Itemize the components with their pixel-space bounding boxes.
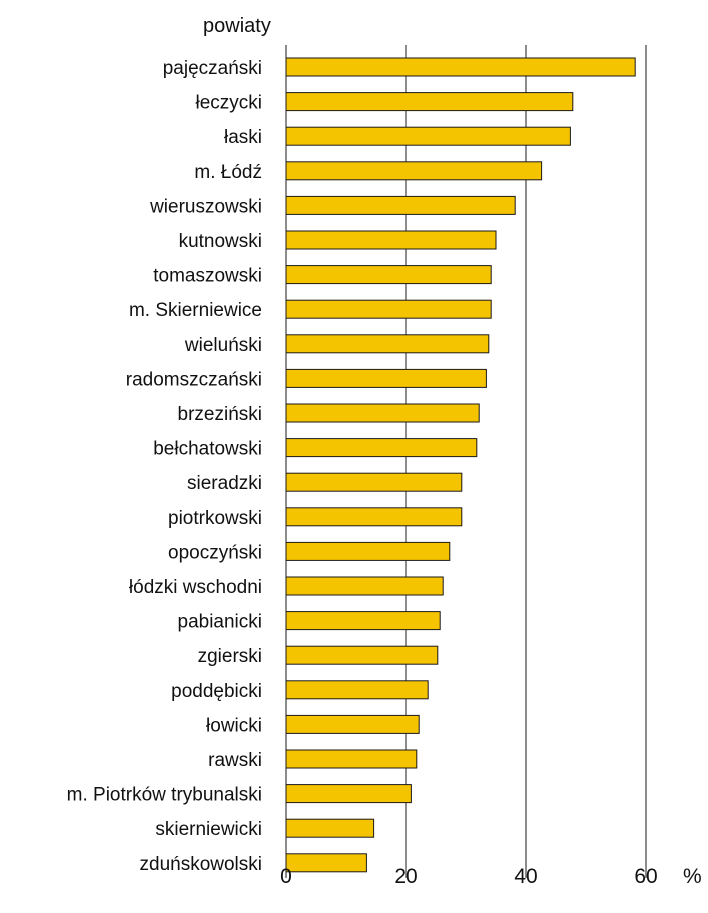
category-label: piotrkowski <box>168 508 262 529</box>
bar <box>285 334 490 354</box>
category-labels: pajęczański łeczycki łaski m. Łódź wieruszow… <box>67 58 262 875</box>
category-label: poddębicki <box>171 681 262 702</box>
bar <box>285 714 420 734</box>
bar <box>285 403 480 423</box>
category-label: m. Skierniewice <box>129 300 262 321</box>
bar <box>285 507 463 527</box>
x-tick-label: 20 <box>394 865 417 888</box>
category-label: opoczyński <box>168 542 262 563</box>
bar <box>285 195 516 215</box>
bar <box>285 645 439 665</box>
category-label: łeczycki <box>195 93 262 114</box>
bar <box>285 57 636 77</box>
category-label: skierniewicki <box>155 819 262 840</box>
bar <box>285 818 375 838</box>
bar <box>285 749 418 769</box>
bar <box>285 438 478 458</box>
bar <box>285 299 492 319</box>
category-label: łowicki <box>206 715 262 736</box>
x-tick-label: 0 <box>280 865 292 888</box>
x-tick-label: 40 <box>514 865 537 888</box>
category-label: bełchatowski <box>153 439 262 460</box>
bar <box>285 368 487 388</box>
category-label: rawski <box>208 750 262 771</box>
bar <box>285 472 463 492</box>
y-axis-title: powiaty <box>203 15 271 37</box>
category-label: brzeziński <box>178 404 262 425</box>
bar <box>285 265 492 285</box>
bar <box>285 541 451 561</box>
bar <box>285 161 543 181</box>
category-label: m. Łódź <box>194 162 262 183</box>
bars <box>285 57 636 873</box>
bar <box>285 576 444 596</box>
category-label: zgierski <box>198 646 262 667</box>
gridlines <box>285 45 647 878</box>
category-label: wieluński <box>184 335 262 356</box>
bar <box>285 680 429 700</box>
category-label: sieradzki <box>187 473 262 494</box>
category-label: tomaszowski <box>153 266 262 287</box>
bar <box>285 230 497 250</box>
bar <box>285 92 574 112</box>
category-label: wieruszowski <box>149 196 262 217</box>
x-tick-label: 60 <box>634 865 657 888</box>
bar <box>285 784 412 804</box>
category-label: kutnowski <box>179 231 262 252</box>
bar <box>285 611 441 631</box>
x-axis-unit: % <box>683 865 702 888</box>
category-label: pajęczański <box>163 58 262 79</box>
bar <box>285 126 571 146</box>
category-label: łaski <box>224 127 262 148</box>
category-label: pabianicki <box>178 612 263 633</box>
category-label: łódzki wschodni <box>129 577 262 598</box>
x-tick-labels: 0 20 40 60 <box>280 865 658 888</box>
category-label: m. Piotrków trybunalski <box>67 785 262 806</box>
category-label: zduńskowolski <box>140 854 263 875</box>
category-label: radomszczański <box>126 369 262 390</box>
bar <box>285 853 367 873</box>
